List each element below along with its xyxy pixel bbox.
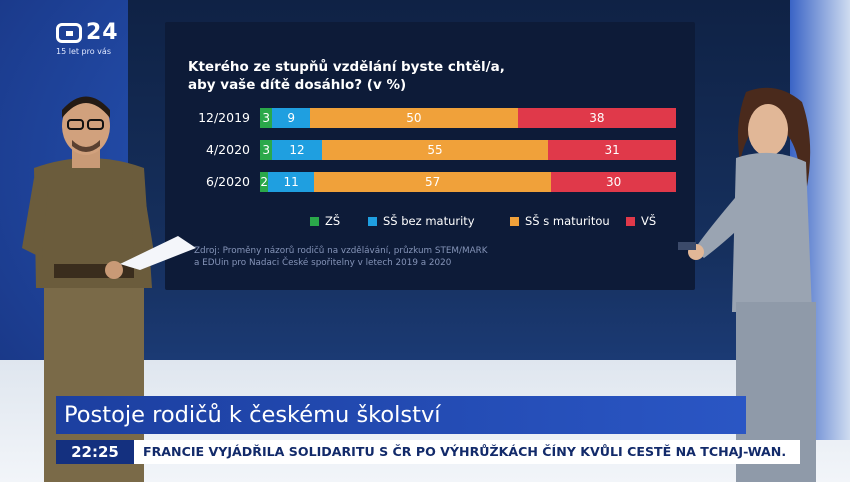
legend-label: ZŠ [325,214,341,228]
bar-value-label: 38 [589,111,605,125]
legend-swatch [510,216,519,226]
logo-number: 24 [86,20,119,45]
chart-title: Kterého ze stupňů vzdělání byste chtěl/a… [188,58,568,94]
legend-item: VŠ [626,214,656,228]
bar-value-label: 50 [406,111,422,125]
row-label: 4/2020 [206,142,250,157]
row-label: 12/2019 [198,110,250,125]
bar-value-label: 12 [289,143,305,157]
bar-segment: 9 [272,108,310,128]
legend-item: ZŠ [310,214,340,228]
bar-value-label: 55 [427,143,443,157]
paper-sheet [120,236,196,270]
bar-segment: 30 [551,172,676,192]
bar-value-label: 57 [424,175,441,189]
legend-label: SŠ s maturitou [525,214,610,228]
source-line1: Zdroj: Proměny názorů rodičů na vzdělává… [194,246,488,256]
bar-segment: 2 [260,172,269,192]
news-ticker: 22:25 FRANCIE VYJÁDŘILA SOLIDARITU S ČR … [56,440,800,464]
chart-source: Zdroj: Proměny názorů rodičů na vzdělává… [194,245,554,269]
legend-label: SŠ bez maturity [383,214,475,228]
bar-segment: 3 [260,108,273,128]
legend-swatch [310,216,319,226]
logo-mark: 24 [56,20,119,45]
legend-item: SŠ bez maturity [368,214,475,228]
bar-segment: 50 [309,108,518,128]
bar-segment: 11 [268,172,315,192]
ticker-text: FRANCIE VYJÁDŘILA SOLIDARITU S ČR PO VÝH… [143,444,787,459]
ticker-clock: 22:25 [56,440,134,464]
bar-segment: 31 [548,140,676,160]
bar-value-label: 11 [283,175,299,189]
headline-text: Postoje rodičů k českému školství [64,402,441,428]
bar-value-label: 2 [260,175,268,189]
legend-item: SŠ s maturitou [510,214,610,228]
legend-swatch [626,216,635,226]
logo-tagline: 15 let pro vás [56,47,111,56]
headline-bar: Postoje rodičů k českému školství [56,396,746,434]
legend-swatch [368,216,377,226]
bar-segment: 3 [260,140,273,160]
bar-value-label: 30 [605,175,622,189]
bar-value-label: 9 [287,111,295,125]
bar-segment: 55 [321,140,549,160]
chart-title-line2: aby vaše dítě dosáhlo? (v %) [188,77,407,93]
bar-value-label: 3 [262,111,271,125]
channel-logo: 24 15 let pro vás [56,20,119,56]
bar-value-label: 31 [604,143,620,157]
presenter-right [678,87,816,482]
chart-title-line1: Kterého ze stupňů vzdělání byste chtěl/a… [188,59,505,75]
bar-segment: 12 [272,140,322,160]
bar-segment: 38 [517,108,676,128]
source-line2: a EDUin pro Nadaci České spořitelny v le… [194,258,452,268]
row-label: 6/2020 [206,174,250,189]
legend-label: VŠ [641,214,657,228]
ct-logo-icon [56,22,82,43]
bar-value-label: 3 [262,143,270,157]
bar-segment: 57 [314,172,552,192]
